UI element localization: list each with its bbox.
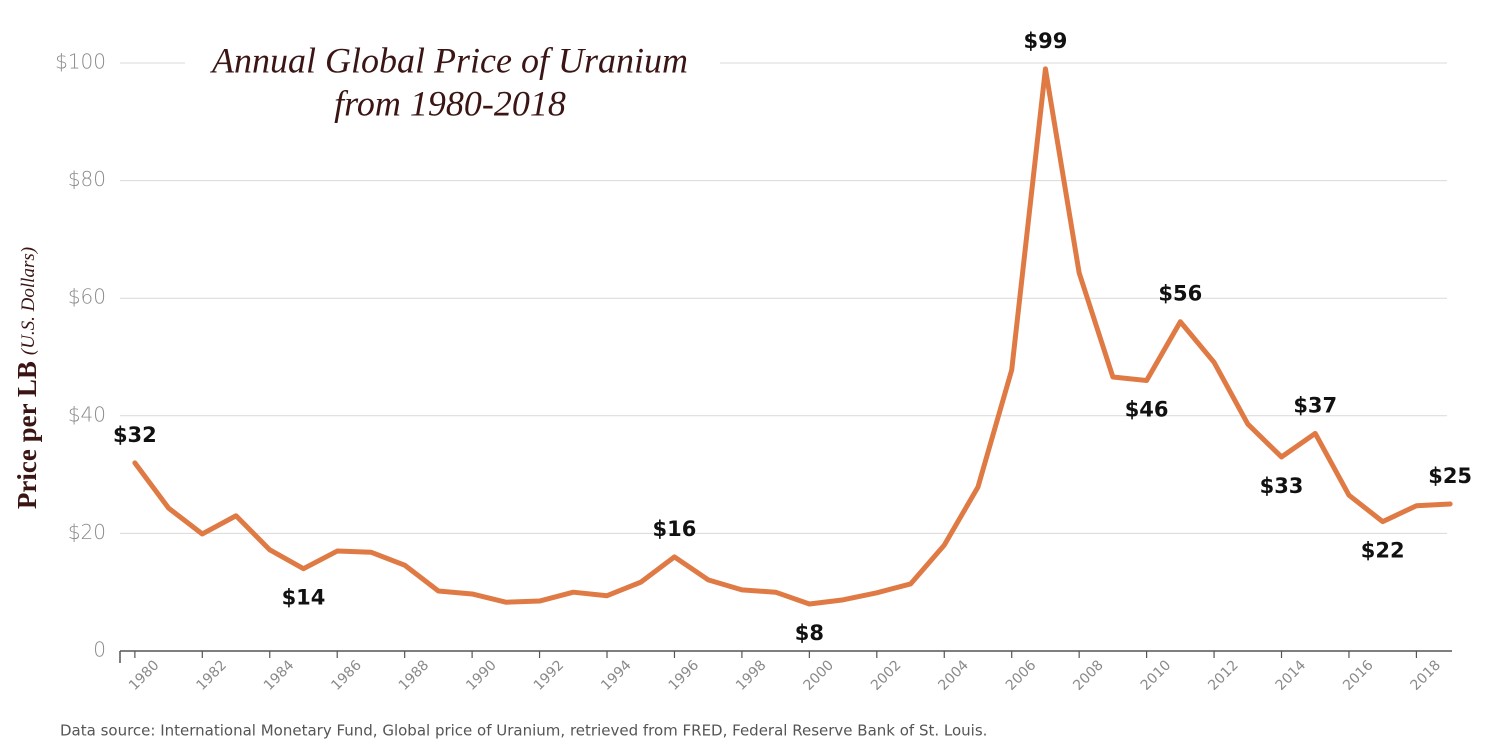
x-tick-label: 2016 bbox=[1340, 657, 1377, 694]
x-tick-label: 2002 bbox=[868, 657, 905, 694]
x-tick-label: 1988 bbox=[396, 657, 433, 694]
chart-title: Annual Global Price of Uranium bbox=[210, 40, 688, 80]
data-label: $25 bbox=[1428, 464, 1472, 488]
data-label: $56 bbox=[1158, 282, 1202, 306]
data-label: $33 bbox=[1260, 474, 1304, 498]
x-tick-label: 2018 bbox=[1408, 657, 1445, 694]
x-tick-label: 2000 bbox=[801, 657, 838, 694]
y-tick-label: 0 bbox=[93, 638, 106, 662]
data-label: $16 bbox=[653, 517, 697, 541]
title-background bbox=[185, 40, 720, 140]
x-tick-label: 1986 bbox=[328, 657, 365, 694]
x-tick-label: 2010 bbox=[1138, 657, 1175, 694]
x-tick-label: 1984 bbox=[261, 657, 298, 694]
data-label: $99 bbox=[1024, 29, 1068, 53]
x-tick-label: 1982 bbox=[193, 657, 230, 694]
x-tick-label: 1998 bbox=[733, 657, 770, 694]
price-line bbox=[132, 66, 1453, 607]
x-tick-label: 1992 bbox=[531, 657, 568, 694]
chart-title: from 1980-2018 bbox=[334, 83, 566, 123]
x-tick-label: 1980 bbox=[126, 657, 163, 694]
x-tick-label: 1994 bbox=[598, 657, 635, 694]
x-tick-label: 1990 bbox=[463, 657, 500, 694]
x-tick-label: 2012 bbox=[1205, 657, 1242, 694]
data-label: $8 bbox=[795, 621, 824, 645]
y-tick-label: $40 bbox=[68, 402, 106, 426]
x-tick-label: 2014 bbox=[1273, 657, 1310, 694]
x-tick-label: 2008 bbox=[1070, 657, 1107, 694]
data-label: $22 bbox=[1361, 539, 1405, 563]
x-tick-label: 1996 bbox=[666, 657, 703, 694]
data-label: $37 bbox=[1293, 393, 1337, 417]
x-tick-label: 2004 bbox=[935, 657, 972, 694]
source-note: Data source: International Monetary Fund… bbox=[60, 722, 987, 740]
y-axis-label: Price per LB bbox=[12, 361, 42, 509]
y-axis-title: Price per LB (U.S. Dollars) bbox=[12, 247, 42, 509]
data-label: $46 bbox=[1125, 398, 1169, 422]
data-label: $14 bbox=[282, 586, 326, 610]
y-tick-label: $80 bbox=[68, 167, 106, 191]
y-axis-note: (U.S. Dollars) bbox=[18, 247, 39, 355]
x-tick-label: 2006 bbox=[1003, 657, 1040, 694]
y-tick-label: $60 bbox=[68, 285, 106, 309]
data-label: $32 bbox=[113, 423, 157, 447]
y-tick-label: $100 bbox=[55, 50, 106, 74]
y-tick-label: $20 bbox=[68, 520, 106, 544]
